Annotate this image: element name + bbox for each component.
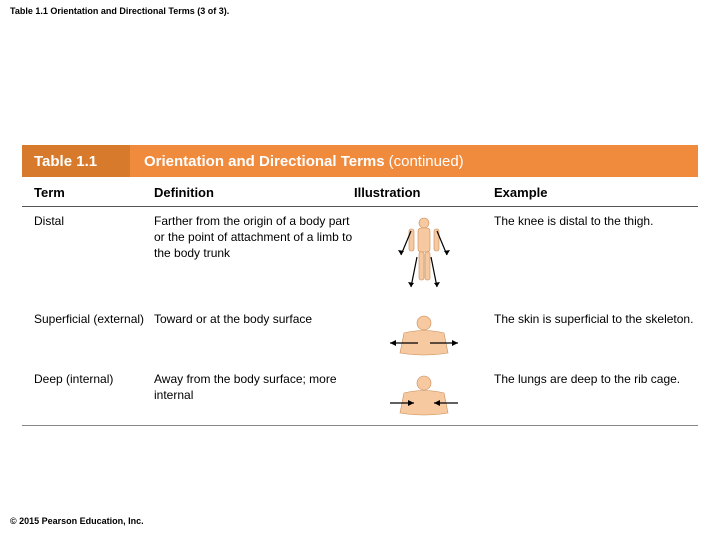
table-row: Distal Farther from the origin of a body… bbox=[22, 207, 698, 305]
col-header-term: Term bbox=[22, 185, 154, 200]
table-header-bar: Table 1.1 Orientation and Directional Te… bbox=[22, 145, 698, 177]
table-title-text: Orientation and Directional Terms bbox=[144, 153, 385, 170]
table-row: Deep (internal) Away from the body surfa… bbox=[22, 365, 698, 425]
cell-example: The knee is distal to the thigh. bbox=[494, 213, 698, 299]
cell-example: The lungs are deep to the rib cage. bbox=[494, 371, 698, 419]
bust-figure-deep bbox=[374, 373, 474, 419]
col-header-illustration: Illustration bbox=[354, 185, 494, 200]
cell-illustration bbox=[354, 311, 494, 359]
bust-figure-superficial bbox=[374, 313, 474, 359]
cell-definition: Farther from the origin of a body part o… bbox=[154, 213, 354, 299]
cell-term: Distal bbox=[22, 213, 154, 299]
bottom-rule bbox=[22, 425, 698, 426]
cell-illustration bbox=[354, 371, 494, 419]
table-row: Superficial (external) Toward or at the … bbox=[22, 305, 698, 365]
col-header-example: Example bbox=[494, 185, 698, 200]
column-header-row: Term Definition Illustration Example bbox=[22, 177, 698, 207]
copyright-text: © 2015 Pearson Education, Inc. bbox=[10, 516, 144, 526]
cell-illustration bbox=[354, 213, 494, 299]
col-header-definition: Definition bbox=[154, 185, 354, 200]
table-container: Table 1.1 Orientation and Directional Te… bbox=[22, 145, 698, 426]
cell-term: Deep (internal) bbox=[22, 371, 154, 419]
cell-definition: Away from the body surface; more interna… bbox=[154, 371, 354, 419]
cell-definition: Toward or at the body surface bbox=[154, 311, 354, 359]
cell-term: Superficial (external) bbox=[22, 311, 154, 359]
body-figure-distal bbox=[389, 215, 459, 299]
table-number: Table 1.1 bbox=[22, 145, 130, 177]
cell-example: The skin is superficial to the skeleton. bbox=[494, 311, 698, 359]
table-title: Orientation and Directional Terms (conti… bbox=[130, 145, 698, 177]
table-continued: (continued) bbox=[389, 153, 464, 170]
slide-title: Table 1.1 Orientation and Directional Te… bbox=[10, 6, 229, 16]
